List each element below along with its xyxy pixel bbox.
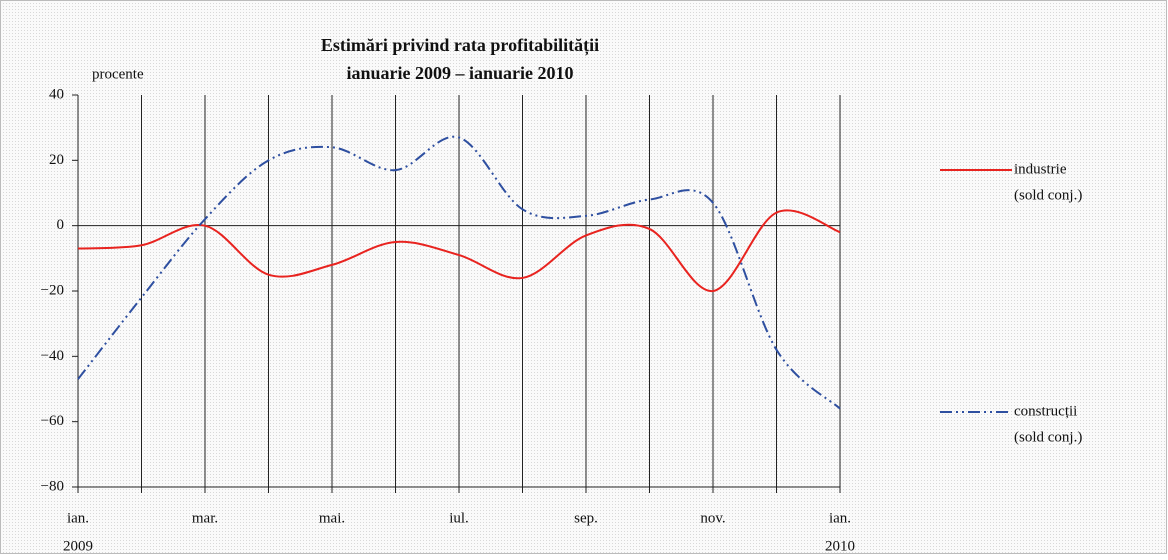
y-axis-label: procente — [92, 66, 144, 82]
y-tick-label: −80 — [41, 478, 64, 494]
x-tick-label: sep. — [574, 510, 598, 526]
x-tick-label: mai. — [319, 510, 345, 526]
y-tick-label: 40 — [49, 86, 64, 102]
x-tick-label: mar. — [192, 510, 218, 526]
y-tick-label: −60 — [41, 413, 64, 429]
y-tick-label: −20 — [41, 282, 64, 298]
series-line — [77, 209, 841, 293]
y-tick-label: 20 — [49, 152, 64, 168]
legend-label: industrie — [1014, 161, 1067, 177]
chart-subtitle: ianuarie 2009 – ianuarie 2010 — [346, 63, 573, 83]
x-tick-label: iul. — [449, 510, 469, 526]
chart-title: Estimări privind rata profitabilității — [321, 35, 599, 56]
x-year-label: 2010 — [825, 538, 855, 554]
legend-note: (sold conj.) — [1014, 187, 1082, 203]
x-tick-label: ian. — [67, 510, 89, 526]
legend-label: construcții — [1014, 403, 1077, 419]
x-year-label: 2009 — [63, 538, 93, 554]
y-tick-label: 0 — [57, 217, 65, 233]
series-line — [77, 135, 841, 410]
y-tick-label: −40 — [41, 348, 64, 364]
x-tick-label: nov. — [700, 510, 725, 526]
x-tick-label: ian. — [829, 510, 851, 526]
legend-note: (sold conj.) — [1014, 429, 1082, 445]
